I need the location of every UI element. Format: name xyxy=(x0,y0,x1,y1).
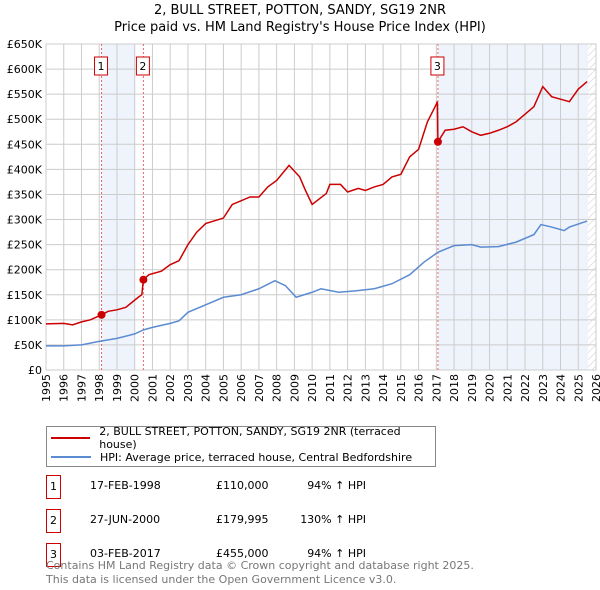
y-tick-label: £350K xyxy=(7,188,43,201)
property-price-line xyxy=(45,81,588,326)
x-tick-label: 2024 xyxy=(555,374,568,402)
y-tick-label: £650K xyxy=(7,38,43,51)
y-tick-label: £0 xyxy=(28,364,42,377)
sale-price: £179,995 xyxy=(216,513,269,526)
sale-point xyxy=(97,310,106,319)
x-tick-label: 2019 xyxy=(466,374,479,402)
y-tick-label: £400K xyxy=(7,163,43,176)
x-tick-label: 2003 xyxy=(182,374,195,402)
sale-label-box xyxy=(94,56,109,76)
legend-label: HPI: Average price, terraced house, Cent… xyxy=(100,450,413,464)
x-tick-label: 2010 xyxy=(306,374,319,402)
sale-date: 17-FEB-1998 xyxy=(90,479,161,492)
x-tick-label: 1995 xyxy=(40,374,53,402)
y-tick-label: £450K xyxy=(7,138,43,151)
legend-swatch xyxy=(51,456,91,458)
chart-subtitle: Price paid vs. HM Land Registry's House … xyxy=(114,20,486,35)
y-tick-label: £50K xyxy=(14,339,43,352)
sale-hpi-diff: 94% ↑ HPI xyxy=(307,479,366,492)
y-tick-label: £550K xyxy=(7,88,43,101)
y-tick-label: £500K xyxy=(7,113,43,126)
x-tick-label: 2013 xyxy=(359,374,372,402)
sale-label: 3 xyxy=(434,60,441,73)
y-tick-label: £100K xyxy=(7,314,43,327)
legend-item-hpi: HPI: Average price, terraced house, Cent… xyxy=(51,448,412,466)
sale-point xyxy=(139,275,148,284)
x-tick-label: 1996 xyxy=(58,374,71,402)
x-tick-label: 2016 xyxy=(413,374,426,402)
x-tick-label: 2018 xyxy=(448,374,461,402)
x-tick-label: 2025 xyxy=(572,374,585,402)
x-tick-label: 2014 xyxy=(377,374,390,402)
footer-line: This data is licensed under the Open Gov… xyxy=(46,573,397,586)
x-tick-label: 2023 xyxy=(537,374,550,402)
x-tick-label: 2004 xyxy=(200,374,213,402)
footer-line: Contains HM Land Registry data © Crown c… xyxy=(46,559,474,572)
sale-hpi-diff: 130% ↑ HPI xyxy=(300,513,366,526)
x-tick-label: 2011 xyxy=(324,374,337,402)
x-tick-label: 2017 xyxy=(430,374,443,402)
x-tick-label: 1998 xyxy=(93,374,106,402)
x-tick-label: 2026 xyxy=(590,374,600,402)
x-tick-label: 2007 xyxy=(253,374,266,402)
x-tick-label: 1999 xyxy=(111,374,124,402)
sale-price: £455,000 xyxy=(216,547,269,560)
x-tick-label: 2006 xyxy=(235,374,248,402)
sale-number: 1 xyxy=(46,475,61,499)
sale-price: £110,000 xyxy=(216,479,269,492)
y-tick-label: £150K xyxy=(7,289,43,302)
x-tick-label: 2000 xyxy=(129,374,142,402)
y-tick-label: £300K xyxy=(7,214,43,227)
plot-border xyxy=(45,43,597,371)
forecast-hatch xyxy=(588,44,596,370)
x-tick-label: 2012 xyxy=(342,374,355,402)
sale-number: 3 xyxy=(46,543,61,567)
sale-label: 1 xyxy=(98,60,105,73)
x-tick-label: 2020 xyxy=(484,374,497,402)
x-tick-label: 2005 xyxy=(217,374,230,402)
shaded-range xyxy=(437,44,589,370)
sale-label-box xyxy=(135,56,150,76)
sale-point xyxy=(433,137,442,146)
legend-item-property: 2, BULL STREET, POTTON, SANDY, SG19 2NR … xyxy=(51,425,435,451)
sale-date: 27-JUN-2000 xyxy=(90,513,161,526)
chart-title: 2, BULL STREET, POTTON, SANDY, SG19 2NR xyxy=(153,3,447,18)
legend-label: 2, BULL STREET, POTTON, SANDY, SG19 2NR … xyxy=(99,425,401,451)
x-tick-label: 2009 xyxy=(288,374,301,402)
x-tick-label: 2001 xyxy=(146,374,159,402)
y-tick-label: £200K xyxy=(7,264,43,277)
x-tick-label: 2022 xyxy=(519,374,532,402)
y-tick-label: £250K xyxy=(7,239,43,252)
x-tick-label: 2002 xyxy=(164,374,177,402)
shaded-range xyxy=(101,44,135,370)
x-tick-label: 1997 xyxy=(75,374,88,402)
plot-area: 1995 1996 1997 1998 1999 2000 2001 2002 2003 2004… xyxy=(7,38,600,402)
sale-label: 2 xyxy=(139,60,146,73)
x-tick-label: 2015 xyxy=(395,374,408,402)
sale-label-box xyxy=(430,56,445,76)
sale-date: 03-FEB-2017 xyxy=(90,547,161,560)
hpi-line xyxy=(46,220,588,347)
sale-hpi-diff: 94% ↑ HPI xyxy=(307,547,366,560)
x-tick-label: 2008 xyxy=(271,374,284,402)
legend: 2, BULL STREET, POTTON, SANDY, SG19 2NR … xyxy=(46,425,436,467)
sale-number: 2 xyxy=(46,509,61,533)
x-tick-label: 2021 xyxy=(501,374,514,402)
legend-swatch xyxy=(51,437,91,439)
y-tick-label: £600K xyxy=(7,63,43,76)
